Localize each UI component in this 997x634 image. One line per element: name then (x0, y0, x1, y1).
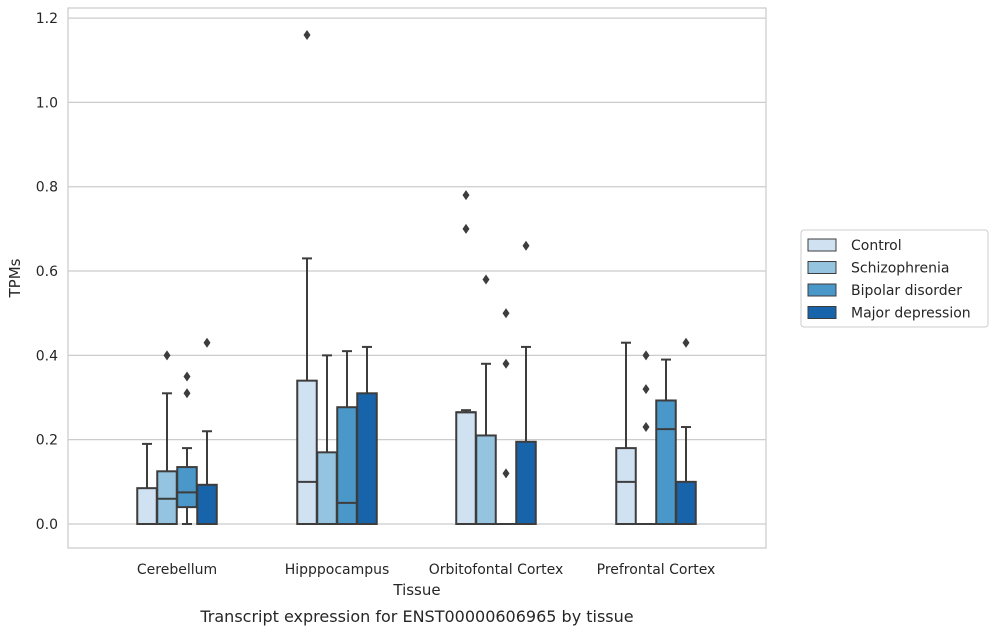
box-body (455, 411, 477, 525)
box-body (475, 434, 497, 525)
y-tick-label: 1.2 (36, 11, 58, 27)
x-axis-title: Tissue (392, 581, 440, 599)
box-0-0 (136, 442, 158, 525)
box-plot-marks (136, 29, 697, 525)
box-body (675, 480, 697, 525)
outlier-point (502, 308, 510, 319)
legend-label: Schizophrenia (851, 261, 949, 277)
box-1-0 (156, 350, 178, 525)
y-tick-label: 1.0 (36, 95, 58, 111)
outlier-point (203, 337, 211, 348)
outlier-point (642, 350, 650, 361)
y-tick-labels: 0.0 0.2 0.4 0.6 0.8 1.0 1.2 (36, 11, 58, 533)
outlier-point (462, 223, 470, 234)
box-body (316, 451, 338, 525)
outlier-point (303, 29, 311, 40)
outlier-point (482, 274, 490, 285)
outlier-point (522, 240, 530, 251)
box-body (356, 392, 378, 525)
plot-background (68, 8, 766, 548)
box-1-3 (636, 350, 656, 525)
box-0-3 (615, 341, 637, 525)
legend-swatch (807, 283, 837, 297)
outlier-point (502, 468, 510, 479)
y-tick-label: 0.4 (36, 348, 58, 364)
y-tick-label: 0.0 (36, 517, 58, 533)
legend-swatch (807, 238, 837, 252)
box-body (196, 483, 218, 525)
x-tick-label: Hipppocampus (285, 562, 390, 578)
outlier-point (502, 358, 510, 369)
box-body (336, 406, 358, 525)
box-2-3 (655, 358, 677, 525)
outlier-point (183, 371, 191, 382)
y-axis-title: TPMs (6, 258, 24, 298)
y-tick-label: 0.6 (36, 264, 58, 280)
x-tick-label: Orbitofontal Cortex (429, 562, 564, 578)
box-3-0 (196, 337, 218, 525)
legend-frame (800, 229, 989, 328)
box-body (615, 447, 637, 525)
x-tick-label: Cerebellum (137, 562, 217, 578)
box-0-2 (455, 190, 477, 525)
legend-label: Bipolar disorder (851, 283, 962, 299)
outlier-point (163, 350, 171, 361)
outlier-point (682, 337, 690, 348)
box-3-2 (515, 240, 537, 525)
box-body (655, 399, 677, 525)
box-body (176, 466, 198, 509)
y-tick-label: 0.8 (36, 180, 58, 196)
box-body (515, 440, 537, 525)
box-3-1 (356, 345, 378, 525)
outlier-point (183, 388, 191, 399)
figure-caption: Transcript expression for ENST0000060696… (199, 607, 633, 626)
box-3-3 (675, 337, 697, 525)
box-body (156, 470, 178, 525)
legend-label: Control (851, 238, 902, 254)
box-1-2 (475, 274, 497, 525)
box-1-1 (316, 354, 338, 525)
box-body (296, 379, 318, 525)
legend-swatch (807, 306, 837, 319)
legend-label: Major depression (851, 306, 971, 322)
legend-swatch (807, 261, 837, 274)
plot-frame (67, 7, 767, 549)
x-tick-labels: Cerebellum Hipppocampus Orbitofontal Corte… (137, 562, 715, 578)
box-2-2 (496, 308, 516, 525)
outlier-point (462, 190, 470, 201)
y-tick-label: 0.2 (36, 433, 58, 449)
outlier-point (642, 422, 650, 433)
outlier-point (642, 384, 650, 395)
x-tick-label: Prefrontal Cortex (597, 562, 716, 578)
legend: Control Schizophrenia Bipolar disorder Majo… (800, 229, 989, 328)
box-body (136, 487, 158, 525)
